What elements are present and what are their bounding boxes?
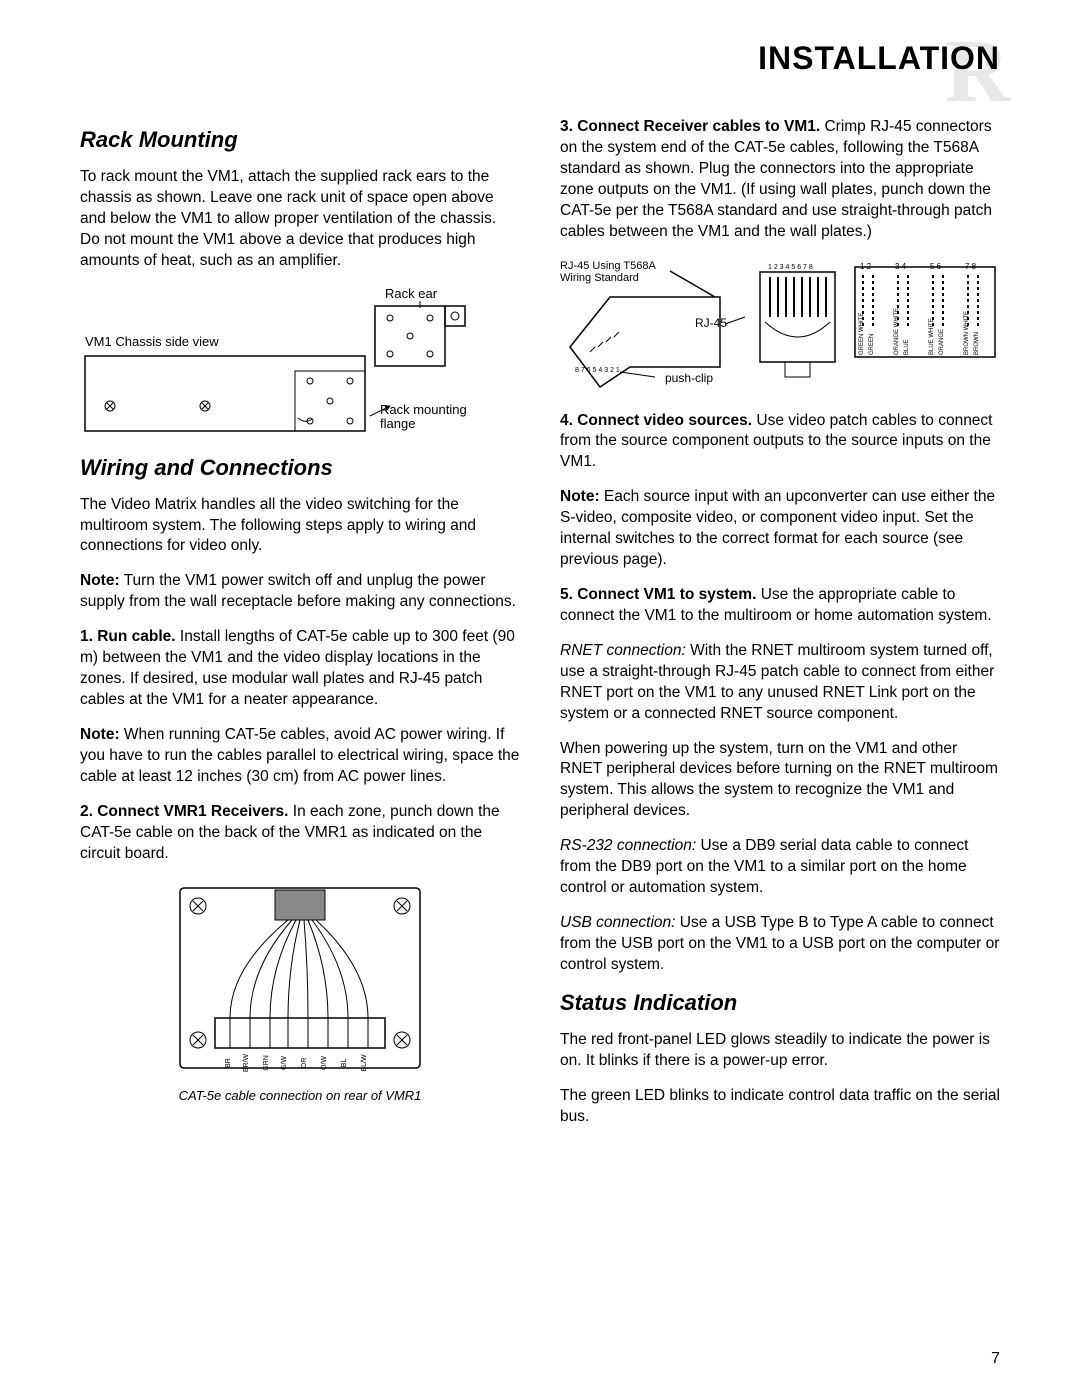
svg-text:BROWN WHITE: BROWN WHITE <box>964 311 970 355</box>
svg-text:BR: BR <box>225 1059 232 1069</box>
svg-text:3 4: 3 4 <box>895 262 907 271</box>
status-heading: Status Indication <box>560 990 1000 1016</box>
svg-text:RJ-45 Using T568A: RJ-45 Using T568A <box>560 260 656 272</box>
note-label: Note: <box>80 572 120 589</box>
svg-text:VM1 Chassis side view: VM1 Chassis side view <box>85 334 219 349</box>
wiring-step1: 1. Run cable. Install lengths of CAT-5e … <box>80 627 520 711</box>
rack-mounting-heading: Rack Mounting <box>80 127 520 153</box>
rs232-label: RS-232 connection: <box>560 837 696 854</box>
vmr1-diagram: BR BR/W GRN G/W OR O/W BL BL/W <box>170 878 430 1078</box>
step3-text: Crimp RJ-45 connectors on the system end… <box>560 118 992 240</box>
note2-text: When running CAT-5e cables, avoid AC pow… <box>80 726 519 785</box>
usb-connection: USB connection: Use a USB Type B to Type… <box>560 913 1000 976</box>
right-column: 3. Connect Receiver cables to VM1. Crimp… <box>560 117 1000 1141</box>
svg-text:GRN: GRN <box>263 1056 270 1072</box>
rj45-diagram: RJ-45 Using T568A Wiring Standard 8 7 6 … <box>560 257 1000 397</box>
note3: Note: Each source input with an upconver… <box>560 487 1000 571</box>
wiring-note2: Note: When running CAT-5e cables, avoid … <box>80 725 520 788</box>
step3: 3. Connect Receiver cables to VM1. Crimp… <box>560 117 1000 243</box>
note3-text: Each source input with an upconverter ca… <box>560 488 995 568</box>
svg-text:BL: BL <box>341 1059 348 1068</box>
step5-label: 5. Connect VM1 to system. <box>560 586 756 603</box>
svg-text:RJ-45: RJ-45 <box>695 316 727 330</box>
rnet-connection: RNET connection: With the RNET multiroom… <box>560 641 1000 725</box>
svg-text:7 8: 7 8 <box>965 262 977 271</box>
rnet-label: RNET connection: <box>560 642 686 659</box>
svg-text:ORANGE WHITE: ORANGE WHITE <box>894 308 900 355</box>
step2-label: 2. Connect VMR1 Receivers. <box>80 803 288 820</box>
content-columns: Rack Mounting To rack mount the VM1, att… <box>80 117 1000 1141</box>
step4-label: 4. Connect video sources. <box>560 412 752 429</box>
svg-text:GREEN WHITE: GREEN WHITE <box>859 312 865 354</box>
status-p1: The red front-panel LED glows steadily t… <box>560 1030 1000 1072</box>
svg-text:BLUE: BLUE <box>904 339 910 355</box>
svg-text:G/W: G/W <box>281 1056 288 1070</box>
svg-text:push-clip: push-clip <box>665 371 713 385</box>
step3-label: 3. Connect Receiver cables to VM1. <box>560 118 820 135</box>
svg-text:BROWN: BROWN <box>974 332 980 355</box>
rack-mounting-text: To rack mount the VM1, attach the suppli… <box>80 167 520 272</box>
svg-text:8 7 6 5 4 3 2 1: 8 7 6 5 4 3 2 1 <box>575 367 620 374</box>
note3-label: Note: <box>560 488 600 505</box>
svg-text:flange: flange <box>380 416 415 431</box>
vmr1-caption: CAT-5e cable connection on rear of VMR1 <box>80 1088 520 1103</box>
status-p2: The green LED blinks to indicate control… <box>560 1086 1000 1128</box>
svg-text:Rack mounting: Rack mounting <box>380 402 467 417</box>
svg-text:BL/W: BL/W <box>361 1054 368 1072</box>
wiring-note1: Note: Turn the VM1 power switch off and … <box>80 571 520 613</box>
rs232-connection: RS-232 connection: Use a DB9 serial data… <box>560 836 1000 899</box>
chassis-diagram: VM1 Chassis side view <box>80 286 520 441</box>
note2-label: Note: <box>80 726 120 743</box>
svg-text:1 2: 1 2 <box>860 262 872 271</box>
svg-text:BLUE WHITE: BLUE WHITE <box>929 318 935 355</box>
page-header: R INSTALLATION <box>80 40 1000 77</box>
usb-label: USB connection: <box>560 914 675 931</box>
step5: 5. Connect VM1 to system. Use the approp… <box>560 585 1000 627</box>
note1-text: Turn the VM1 power switch off and unplug… <box>80 572 516 610</box>
svg-text:OR: OR <box>301 1058 308 1069</box>
step4: 4. Connect video sources. Use video patc… <box>560 411 1000 474</box>
svg-text:1 2 3 4 5 6 7 8: 1 2 3 4 5 6 7 8 <box>768 264 813 271</box>
rnet-p2: When powering up the system, turn on the… <box>560 739 1000 823</box>
step1-label: 1. Run cable. <box>80 628 176 645</box>
left-column: Rack Mounting To rack mount the VM1, att… <box>80 117 520 1141</box>
svg-text:Wiring Standard: Wiring Standard <box>560 272 639 284</box>
svg-text:BR/W: BR/W <box>243 1054 250 1073</box>
wiring-step2: 2. Connect VMR1 Receivers. In each zone,… <box>80 802 520 865</box>
wiring-heading: Wiring and Connections <box>80 455 520 481</box>
rack-ear-text: Rack ear <box>385 286 437 301</box>
svg-text:5 6: 5 6 <box>930 262 942 271</box>
page-number: 7 <box>991 1350 1000 1368</box>
wiring-p1: The Video Matrix handles all the video s… <box>80 495 520 558</box>
page-title: INSTALLATION <box>80 40 1000 77</box>
svg-text:GREEN: GREEN <box>869 333 875 354</box>
svg-text:O/W: O/W <box>321 1056 328 1070</box>
svg-text:ORANGE: ORANGE <box>939 329 945 355</box>
